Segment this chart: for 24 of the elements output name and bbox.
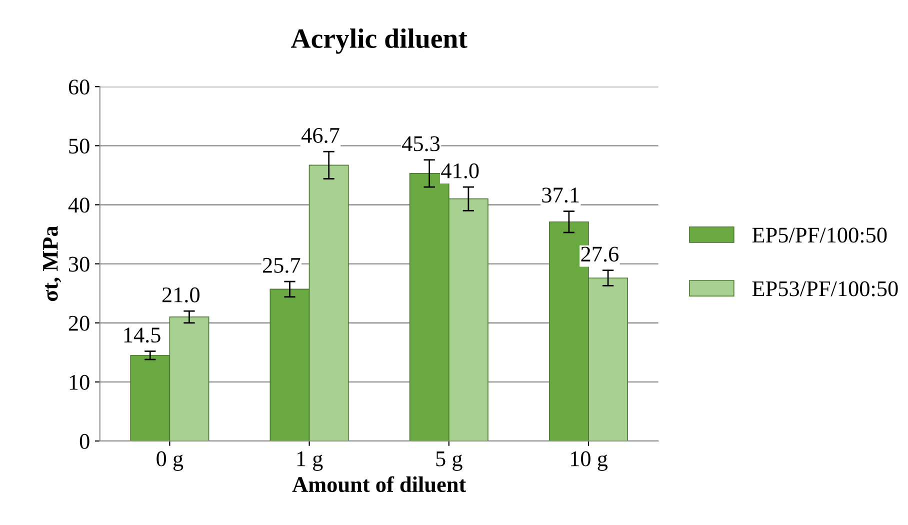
y-axis-title: σt, MPa: [43, 226, 62, 302]
x-tick-label: 1 g: [297, 451, 323, 471]
y-tick-label: 30: [69, 256, 90, 272]
chart-title: Acrylic diluent: [291, 28, 468, 54]
y-tick-label: 60: [68, 80, 90, 95]
data-label: 46.7: [301, 128, 340, 144]
x-tick-label: 5 g: [436, 452, 462, 471]
data-label: 27.6: [581, 246, 618, 262]
x-tick-label: 0 g: [156, 451, 184, 471]
y-tick-label: 50: [69, 138, 90, 154]
x-axis-title: Amount of diluent: [292, 476, 466, 492]
y-tick-label: 40: [68, 198, 90, 213]
x-tick-label: 10 g: [571, 451, 608, 471]
y-tick-label: 20: [68, 316, 90, 331]
data-label: 45.3: [402, 136, 440, 152]
data-label: 25.7: [262, 258, 300, 273]
data-label: 41.0: [441, 163, 479, 178]
y-tick-label: 0: [80, 434, 90, 449]
legend-label: EP53/PF/100:50: [752, 281, 898, 296]
data-label: 37.1: [542, 188, 579, 203]
data-label: 14.5: [124, 328, 160, 343]
legend-label: EP5/PF/100:50: [752, 228, 887, 243]
y-tick-label: 10: [70, 374, 90, 390]
data-label: 21.0: [162, 287, 200, 302]
